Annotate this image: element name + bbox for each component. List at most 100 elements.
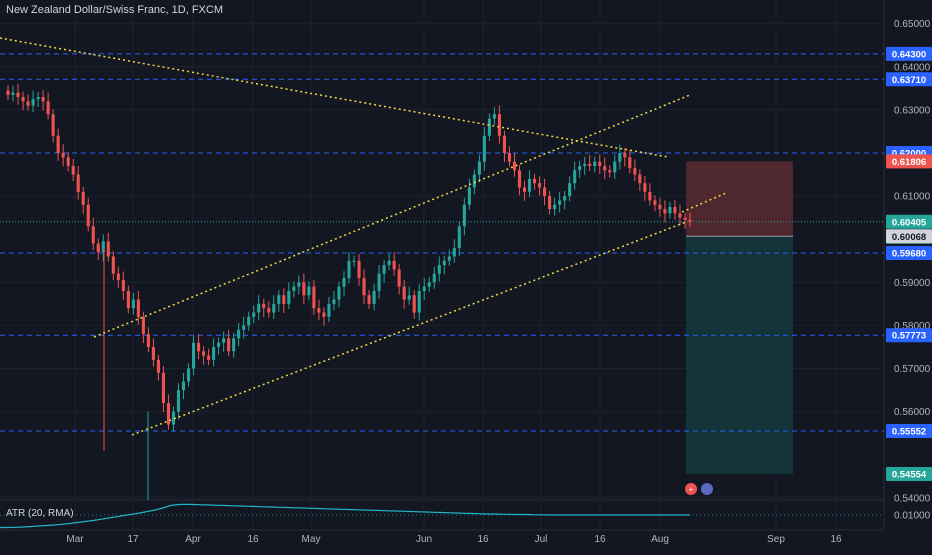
candle-body bbox=[272, 303, 276, 313]
candle-body bbox=[41, 96, 45, 102]
candle-body bbox=[673, 206, 677, 214]
price-label-level: 0.57773 bbox=[886, 328, 932, 343]
candle-body bbox=[638, 174, 642, 184]
candle-body bbox=[653, 200, 657, 205]
event-marker-icon: + bbox=[689, 485, 694, 494]
x-tick-label: 17 bbox=[127, 534, 139, 545]
candle-body bbox=[658, 204, 662, 210]
candle-body bbox=[16, 92, 20, 97]
candle-body bbox=[76, 174, 80, 192]
candle-body bbox=[267, 308, 271, 313]
event-marker-icon bbox=[701, 483, 713, 495]
x-tick-label: Mar bbox=[66, 534, 84, 545]
x-tick-label: 16 bbox=[477, 534, 489, 545]
price-label-text: 0.60405 bbox=[892, 217, 927, 228]
candle-body bbox=[66, 157, 70, 166]
candle-body bbox=[191, 342, 196, 369]
candle-body bbox=[578, 165, 582, 171]
candle-body bbox=[86, 204, 90, 227]
candle-body bbox=[237, 329, 241, 339]
candle-body bbox=[197, 342, 201, 352]
y-tick-label: 0.56000 bbox=[894, 407, 931, 418]
price-label-text: 0.64300 bbox=[892, 49, 926, 60]
candle-body bbox=[492, 114, 496, 119]
candle-body bbox=[247, 316, 251, 326]
candle-body bbox=[452, 247, 456, 257]
candle-body bbox=[548, 196, 552, 210]
price-label-stop: 0.61806 bbox=[886, 154, 932, 169]
candle-body bbox=[372, 290, 376, 304]
price-label-last: 0.60405 bbox=[886, 214, 932, 229]
candle-body bbox=[447, 256, 451, 261]
candle-body bbox=[422, 286, 426, 291]
candle-body bbox=[357, 260, 361, 279]
price-label-text: 0.55552 bbox=[892, 426, 926, 437]
x-tick-label: Jul bbox=[535, 534, 548, 545]
candle-body bbox=[207, 355, 211, 360]
trend-line bbox=[131, 221, 687, 436]
candle-body bbox=[116, 273, 120, 281]
atr-indicator-label: ATR (20, RMA) bbox=[6, 508, 74, 519]
candles bbox=[6, 84, 692, 432]
candle-body bbox=[608, 170, 612, 173]
price-label-level: 0.59680 bbox=[886, 246, 932, 261]
candle-body bbox=[543, 187, 547, 197]
candle-body bbox=[457, 226, 461, 248]
price-label-box bbox=[886, 423, 932, 438]
candle-body bbox=[71, 165, 75, 175]
candle-body bbox=[181, 381, 186, 391]
y-tick-label: 0.54000 bbox=[894, 493, 931, 504]
x-tick-label: 16 bbox=[830, 534, 842, 545]
candle-body bbox=[232, 338, 236, 352]
candle-body bbox=[242, 325, 246, 330]
candle-body bbox=[111, 256, 115, 274]
price-label-text: 0.54554 bbox=[892, 469, 927, 480]
candle-body bbox=[663, 209, 667, 214]
candle-body bbox=[156, 359, 160, 373]
candle-body bbox=[532, 178, 537, 184]
candle-body bbox=[432, 273, 436, 283]
candle-body bbox=[327, 303, 331, 317]
symbol-title: New Zealand Dollar/Swiss Franc, 1D, FXCM bbox=[6, 4, 224, 16]
candle-body bbox=[222, 338, 226, 343]
candle-body bbox=[553, 204, 557, 210]
candle-body bbox=[678, 213, 682, 218]
candle-body bbox=[347, 260, 351, 279]
y-tick-label: 0.59000 bbox=[894, 278, 931, 289]
candle-body bbox=[512, 161, 517, 171]
candle-body bbox=[377, 273, 381, 291]
candle-body bbox=[352, 260, 356, 262]
y-tick-label: 0.61000 bbox=[894, 192, 931, 203]
candle-body bbox=[417, 290, 421, 313]
event-marker-icon bbox=[685, 483, 697, 495]
price-label-target: 0.54554 bbox=[886, 466, 932, 481]
candle-body bbox=[31, 99, 35, 106]
trend-line bbox=[93, 94, 691, 338]
candle-body bbox=[472, 174, 476, 188]
candle-body bbox=[643, 183, 647, 192]
candle-body bbox=[317, 308, 321, 313]
price-label-entry: 0.60068 bbox=[886, 229, 932, 244]
candle-body bbox=[683, 217, 687, 220]
candle-body bbox=[212, 346, 216, 360]
candle-body bbox=[558, 200, 562, 205]
candle-body bbox=[402, 286, 406, 300]
trend-line bbox=[0, 37, 669, 158]
price-label-text: 0.62000 bbox=[892, 149, 926, 160]
x-tick-label: 16 bbox=[247, 534, 259, 545]
y-tick-label: 0.65000 bbox=[894, 19, 931, 30]
price-label-box bbox=[886, 72, 932, 87]
candle-body bbox=[277, 295, 281, 304]
y-tick-label: 0.57000 bbox=[894, 364, 931, 375]
candle-body bbox=[437, 265, 441, 274]
candle-body bbox=[588, 163, 592, 166]
candle-body bbox=[176, 390, 181, 412]
candle-body bbox=[252, 312, 256, 317]
price-label-box bbox=[886, 328, 932, 343]
candle-body bbox=[517, 170, 522, 188]
candle-body bbox=[507, 153, 512, 162]
atr-line bbox=[0, 503, 690, 529]
candle-body bbox=[412, 295, 416, 313]
